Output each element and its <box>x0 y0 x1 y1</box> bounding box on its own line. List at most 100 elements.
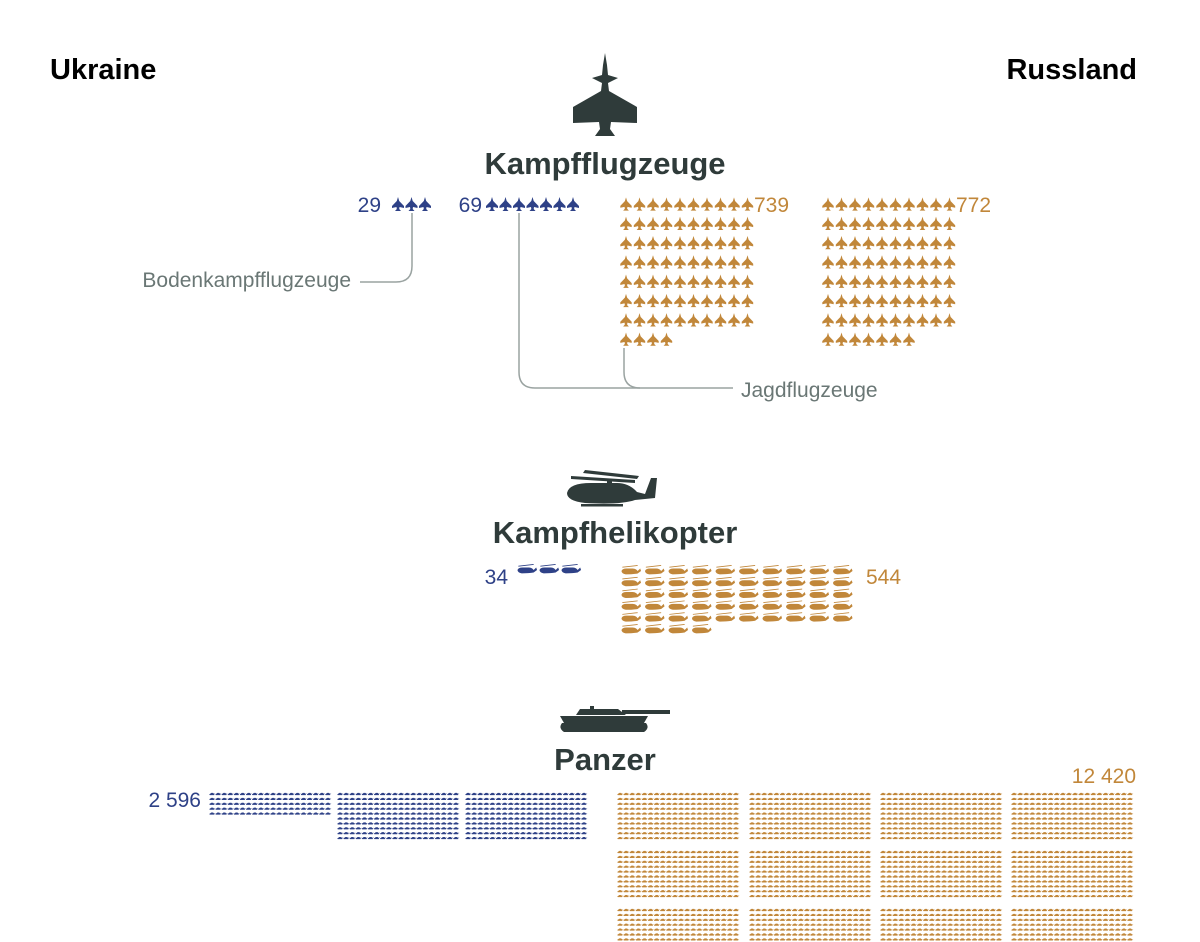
russia-tank-icon-989 <box>666 895 673 898</box>
russia-ground-attack-icon-21 <box>822 235 834 250</box>
russia-tank-icon-1354 <box>959 885 966 888</box>
russia-tank-icon-1681 <box>617 928 624 931</box>
russia-tank-icon-26 <box>647 797 654 800</box>
russia-tank-icon-403 <box>892 792 899 796</box>
russia-tank-icon-1615 <box>702 908 709 912</box>
russia-tank-icon-439 <box>990 797 997 800</box>
russia-tank-icon-1541 <box>1011 885 1018 888</box>
russia-tank-icon-1153 <box>822 885 829 888</box>
ukraine-tank-icon-212 <box>404 817 411 820</box>
ukraine-tank-icon-138 <box>441 797 447 800</box>
russia-tank-icon-2073 <box>1084 918 1091 921</box>
ukraine-tank-icon-350 <box>520 802 527 805</box>
russia-tank-icon-1108 <box>792 875 798 878</box>
russia-tank-icon-1843 <box>761 933 768 936</box>
russia-tank-icon-1822 <box>755 928 762 931</box>
russia-tank-icon-1701 <box>617 933 624 936</box>
russia-tank-icon-1159 <box>859 885 866 888</box>
ukraine-tank-icon-239 <box>447 822 454 825</box>
ukraine-tank-icon-104 <box>355 792 362 796</box>
ukraine-tank-icon-253 <box>410 827 417 830</box>
russia-tank-icon-652 <box>1078 802 1085 805</box>
russia-tank-icon-1583 <box>1023 895 1030 898</box>
russia-tank-icon-2158 <box>1115 938 1121 941</box>
russia-tank-icon-1992 <box>947 933 954 936</box>
ukraine-tank-icon-223 <box>349 822 356 825</box>
russia-tank-icon-1100 <box>865 870 872 873</box>
russia-tank-icon-1694 <box>696 928 703 931</box>
russia-tank-icon-385 <box>773 837 780 840</box>
russia-helicopter-icon-23 <box>668 588 689 598</box>
russia-tank-icon-1876 <box>840 938 847 941</box>
russia-tank-icon-357 <box>846 827 853 830</box>
russia-tank-icon-1046 <box>779 860 786 863</box>
russia-tank-icon-1627 <box>653 913 660 916</box>
russia-tank-icon-609 <box>1060 792 1067 796</box>
russia-tank-icon-154 <box>696 827 703 830</box>
russia-tank-icon-113 <box>690 817 697 820</box>
ukraine-tank-icon-307 <box>501 792 508 796</box>
russia-tank-icon-1312 <box>947 875 954 878</box>
ukraine-tank-icon-118 <box>441 792 447 796</box>
russia-tank-icon-261 <box>749 807 756 810</box>
russia-helicopter-icon-12 <box>645 576 665 587</box>
russia-tank-icon-1727 <box>653 938 660 941</box>
russia-tank-icon-37 <box>714 797 721 800</box>
ukraine-tank-icon-468 <box>508 832 514 835</box>
russia-tank-icon-1689 <box>666 928 673 931</box>
russia-tank-icon-1209 <box>929 850 936 854</box>
russia-tank-icon-643 <box>1023 802 1030 805</box>
russia-tank-icon-2062 <box>1017 918 1024 921</box>
russia-tank-icon-2097 <box>1108 923 1115 926</box>
ukraine-helicopter-pictogram <box>517 564 582 574</box>
ukraine-tank-icon-277 <box>434 832 441 835</box>
russia-tank-icon-1110 <box>804 875 811 878</box>
russia-tank-icon-2039 <box>1121 908 1128 912</box>
russia-tank-icon-579 <box>990 832 997 835</box>
russia-tank-icon-294 <box>828 812 835 815</box>
russia-tank-icon-67 <box>653 807 660 810</box>
ukraine-tank-icon-380 <box>581 807 588 810</box>
russia-tank-icon-526 <box>910 822 917 825</box>
russia-tank-icon-347 <box>785 827 792 830</box>
russia-tank-icon-1135 <box>834 880 841 883</box>
russia-tank-icon-1923 <box>892 918 899 921</box>
russia-ground-attack-icon-19 <box>930 216 942 230</box>
russia-tank-icon-168 <box>660 832 666 835</box>
russia-tank-icon-2037 <box>1108 908 1115 912</box>
russia-tank-icon-1760 <box>865 908 872 912</box>
russia-tank-icon-1324 <box>898 880 905 883</box>
russia-tank-icon-330 <box>804 822 811 825</box>
russia-tank-icon-860 <box>733 860 740 863</box>
russia-helicopter-icon-47 <box>762 612 783 622</box>
russia-tank-icon-995 <box>702 895 709 898</box>
russia-tank-icon-1517 <box>1108 875 1115 878</box>
ukraine-tank-icon-11 <box>270 792 277 796</box>
russia-tank-icon-1263 <box>892 865 899 868</box>
russia-tank-icon-1473 <box>1084 865 1091 868</box>
russia-ground-attack-icon-18 <box>916 216 929 230</box>
russia-tank-icon-607 <box>1047 792 1054 796</box>
ukraine-tank-icon-490 <box>520 837 527 840</box>
russia-tank-icon-520 <box>996 817 1003 820</box>
russia-tank-icon-325 <box>773 822 780 825</box>
ukraine-tank-icon-86 <box>239 812 246 815</box>
russia-tank-icon-933 <box>690 880 697 883</box>
russia-tank-icon-440 <box>996 797 1003 800</box>
ukraine-tank-icon-53 <box>282 802 289 805</box>
russia-tank-icon-1949 <box>929 923 936 926</box>
russia-tank-icon-1164 <box>767 890 774 893</box>
russia-tank-icon-2122 <box>1017 933 1024 936</box>
russia-ground-attack-icon-29 <box>930 235 942 250</box>
russia-tank-icon-560 <box>996 827 1003 830</box>
russia-tank-icon-227 <box>785 797 792 800</box>
russia-tank-icon-1690 <box>672 928 679 931</box>
russia-tank-icon-339 <box>859 822 866 825</box>
russia-tank-icon-1721 <box>617 938 624 941</box>
russia-tank-icon-571 <box>941 832 948 835</box>
russia-tank-icon-689 <box>1060 812 1067 815</box>
russia-tank-icon-1728 <box>660 938 666 941</box>
ukraine-tank-icon-5 <box>233 792 240 796</box>
russia-tank-icon-771 <box>1072 832 1079 835</box>
russia-fighter-icon-17 <box>701 216 713 230</box>
